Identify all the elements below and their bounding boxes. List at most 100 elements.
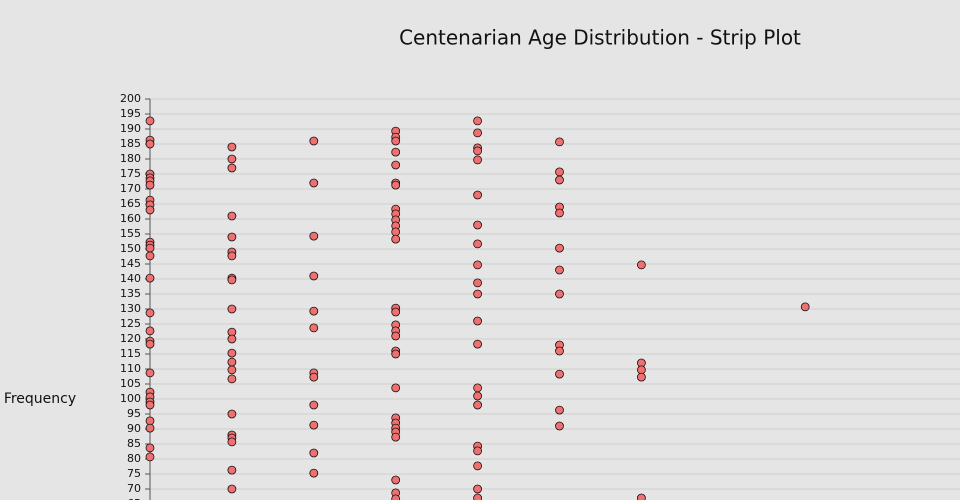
- point: [227, 163, 237, 173]
- point: [391, 136, 401, 146]
- point: [145, 116, 155, 126]
- point: [637, 493, 646, 500]
- point: [309, 231, 319, 241]
- y-tick-label: 185: [120, 137, 141, 150]
- point: [145, 205, 155, 215]
- point: [391, 383, 401, 393]
- y-tick-label: 70: [127, 482, 141, 495]
- point: [145, 416, 155, 426]
- point: [473, 190, 483, 200]
- point: [555, 208, 564, 218]
- point: [555, 137, 564, 147]
- point: [227, 304, 237, 314]
- y-axis-label: Frequency: [4, 391, 76, 407]
- point: [227, 348, 237, 358]
- point: [145, 423, 155, 433]
- point: [473, 484, 483, 494]
- point: [145, 326, 155, 336]
- y-tick-label: 85: [127, 437, 141, 450]
- y-tick-label: 95: [127, 407, 141, 420]
- y-tick-label: 65: [127, 497, 141, 500]
- point: [309, 323, 319, 333]
- y-tick-label: 75: [127, 467, 141, 480]
- point: [637, 260, 646, 270]
- y-tick-label: 180: [120, 152, 141, 165]
- y-tick-label: 145: [120, 257, 141, 270]
- point: [145, 400, 155, 410]
- point: [555, 346, 564, 356]
- point: [473, 278, 483, 288]
- y-tick-label: 190: [120, 122, 141, 135]
- point: [309, 178, 319, 188]
- point: [391, 349, 401, 359]
- point: [227, 334, 237, 344]
- point: [227, 484, 237, 494]
- point: [391, 494, 401, 500]
- point: [391, 180, 401, 190]
- point: [473, 339, 483, 349]
- y-tick-label: 160: [120, 212, 141, 225]
- point: [227, 211, 237, 221]
- point: [555, 289, 564, 299]
- point: [555, 421, 564, 431]
- point: [555, 167, 564, 177]
- point: [227, 154, 237, 164]
- point: [309, 372, 319, 382]
- point: [227, 437, 237, 447]
- y-tick-label: 80: [127, 452, 141, 465]
- y-tick-label: 195: [120, 107, 141, 120]
- y-tick-label: 165: [120, 197, 141, 210]
- point: [309, 448, 319, 458]
- point: [145, 368, 155, 378]
- point: [555, 175, 564, 185]
- point: [227, 232, 237, 242]
- point: [309, 306, 319, 316]
- point: [473, 461, 483, 471]
- y-tick-label: 140: [120, 272, 141, 285]
- point: [473, 391, 483, 401]
- y-tick-label: 115: [120, 347, 141, 360]
- point: [309, 420, 319, 430]
- y-tick-label: 135: [120, 287, 141, 300]
- point: [391, 234, 401, 244]
- y-tick-label: 100: [120, 392, 141, 405]
- point: [391, 475, 401, 485]
- point: [309, 271, 319, 281]
- point: [473, 239, 483, 249]
- point: [391, 160, 401, 170]
- point: [227, 365, 237, 375]
- point: [227, 275, 237, 285]
- point: [473, 400, 483, 410]
- point: [473, 260, 483, 270]
- point: [555, 405, 564, 415]
- point: [391, 147, 401, 157]
- point: [227, 251, 237, 261]
- point: [473, 316, 483, 326]
- point: [145, 243, 155, 253]
- point: [391, 227, 401, 237]
- y-tick-label: 175: [120, 167, 141, 180]
- point: [227, 357, 237, 367]
- y-tick-label: 125: [120, 317, 141, 330]
- point: [145, 251, 155, 261]
- point: [473, 220, 483, 230]
- point: [145, 443, 155, 453]
- y-tick-label: 170: [120, 182, 141, 195]
- point: [800, 302, 810, 312]
- point: [473, 155, 483, 165]
- point: [637, 365, 646, 375]
- point: [473, 493, 482, 500]
- y-tick-label: 130: [120, 302, 141, 315]
- point: [145, 452, 155, 462]
- point: [309, 468, 319, 478]
- point: [227, 465, 237, 475]
- point: [473, 146, 483, 156]
- point: [145, 139, 155, 149]
- point: [309, 400, 319, 410]
- point: [391, 331, 401, 341]
- point: [227, 409, 237, 419]
- point: [391, 307, 401, 317]
- point: [637, 372, 646, 382]
- point: [309, 136, 319, 146]
- point: [473, 128, 483, 138]
